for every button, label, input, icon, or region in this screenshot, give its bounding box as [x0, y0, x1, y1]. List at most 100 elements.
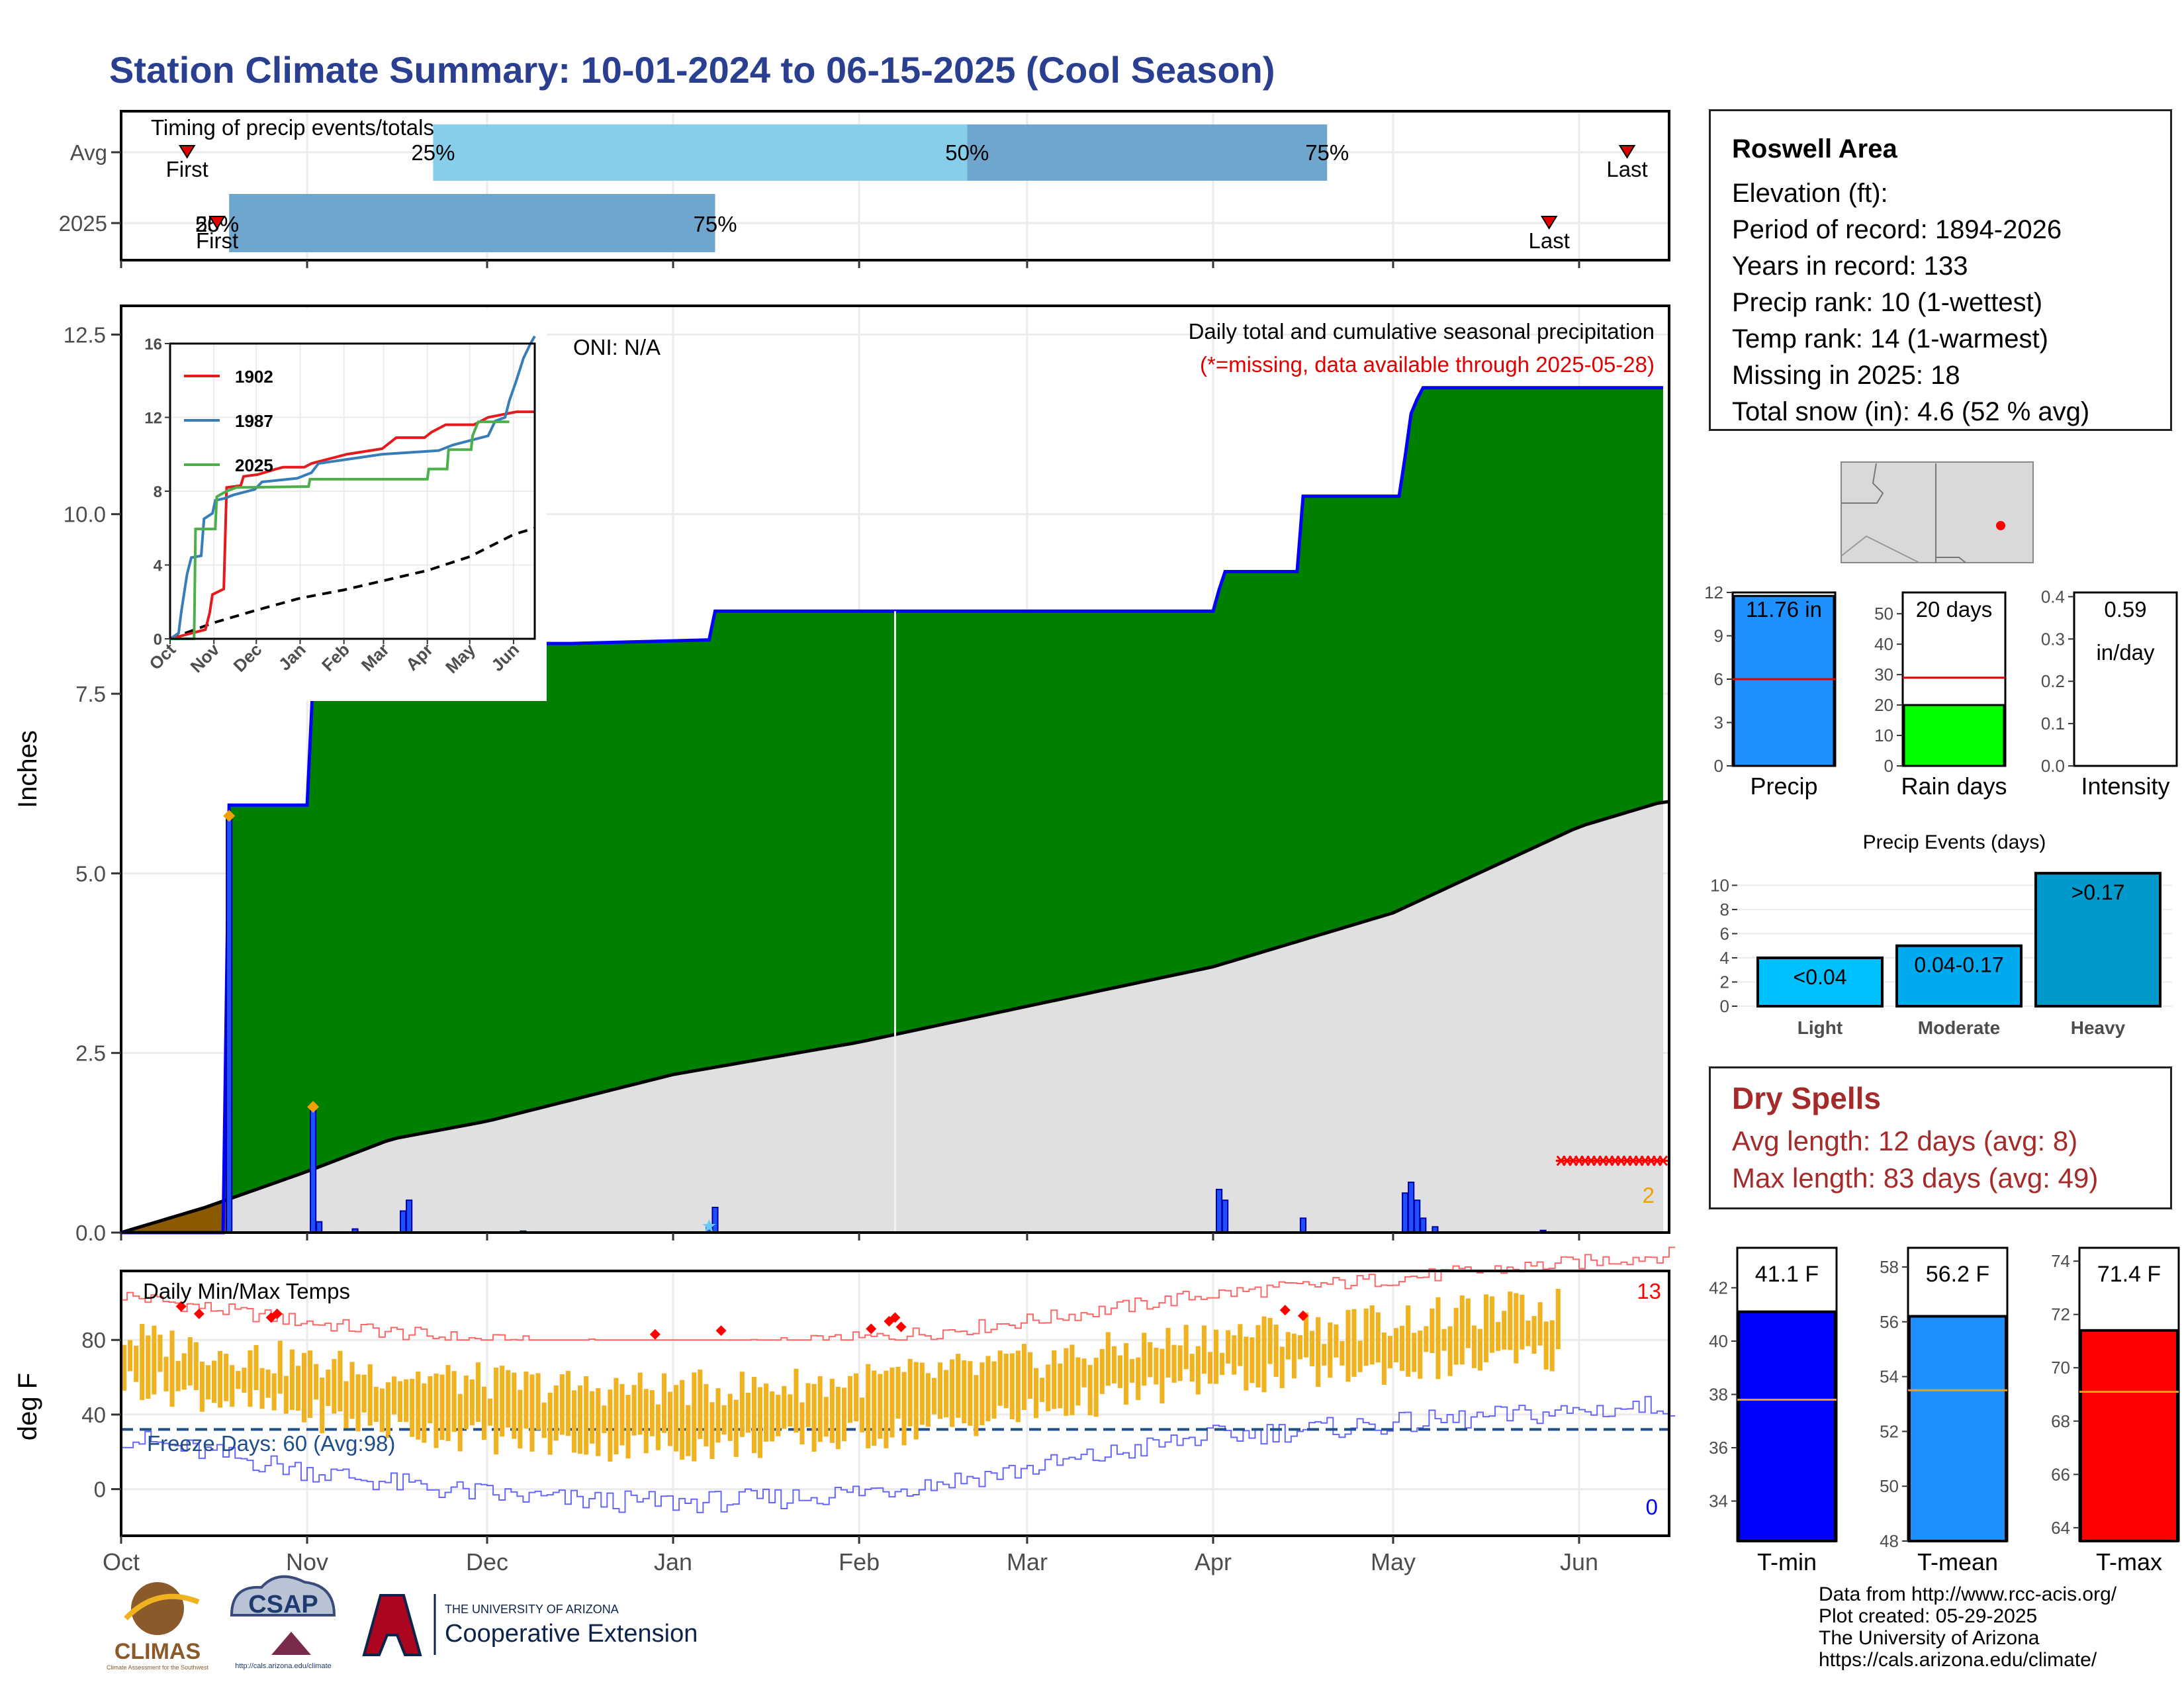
daily-temp-bar	[1040, 1378, 1045, 1403]
daily-temp-bar	[1261, 1316, 1267, 1393]
daily-temp-bar	[236, 1370, 241, 1389]
daily-temp-bar	[1148, 1342, 1153, 1378]
daily-temp-bar	[481, 1386, 487, 1440]
daily-temp-bar	[541, 1402, 547, 1438]
daily-temp-bar	[1099, 1348, 1105, 1394]
credit-line: Plot created: 05-29-2025	[1819, 1605, 2038, 1627]
daily-temp-bar	[1291, 1333, 1297, 1379]
record-high-marker	[175, 1301, 187, 1312]
daily-temp-bar	[1207, 1352, 1212, 1384]
pre-event-deficit-area	[121, 1199, 230, 1233]
credit-line: The University of Arizona	[1819, 1627, 2040, 1649]
summary-y-tick-label: 0.2	[2041, 671, 2065, 691]
daily-temp-bar	[829, 1378, 835, 1443]
daily-temp-bar	[1447, 1326, 1453, 1376]
daily-temp-bar	[253, 1344, 259, 1391]
daily-temp-bar	[1363, 1308, 1369, 1366]
daily-temp-bar	[944, 1370, 949, 1418]
daily-temp-bar	[686, 1405, 691, 1456]
summary-bar	[1903, 704, 2005, 767]
avg-percent-label: 25%	[411, 140, 455, 165]
summary-y-tick-label: 0.4	[2041, 586, 2065, 606]
daily-temp-bar	[596, 1388, 601, 1456]
daily-temp-bar	[655, 1404, 660, 1450]
daily-temp-bar	[1435, 1297, 1441, 1380]
daily-temp-bar	[553, 1385, 559, 1441]
dry-spells-title: Dry Spells	[1732, 1081, 1881, 1115]
summary-y-tick-label: 40	[1874, 634, 1893, 654]
station-missing: Missing in 2025: 18	[1732, 361, 1960, 390]
timing-event-marker	[208, 216, 226, 230]
daily-temp-bar	[469, 1379, 475, 1426]
daily-precip-bar	[1420, 1217, 1427, 1233]
daily-temp-bar	[956, 1354, 961, 1418]
daily-precip-bar	[1402, 1192, 1409, 1233]
daily-temp-bar	[535, 1373, 541, 1430]
daily-temp-bar	[428, 1376, 433, 1424]
daily-precip-bar	[310, 1109, 317, 1234]
precip-summary-bars: 0 3 6 9 12 11.76 in Precip 0 10 20 30 40 50 20 days Ra…	[1704, 583, 2178, 800]
daily-temp-bar	[1136, 1357, 1141, 1401]
csap-logo-text: CSAP	[248, 1591, 318, 1618]
daily-temp-bar	[854, 1373, 859, 1422]
daily-temp-bar	[1322, 1344, 1327, 1366]
daily-temp-bar	[301, 1352, 307, 1423]
daily-temp-bar	[1549, 1320, 1555, 1372]
daily-temp-bar	[1424, 1326, 1429, 1352]
daily-temp-bar	[1441, 1329, 1447, 1351]
month-axis-label: Dec	[466, 1548, 508, 1575]
daily-temp-bar	[199, 1362, 205, 1412]
summary-y-tick-label: 0.1	[2041, 714, 2065, 733]
events-y-tick-label: 8	[1720, 900, 1729, 919]
event-bar-label: >0.17	[2071, 880, 2125, 904]
daily-temp-bar	[1244, 1336, 1249, 1391]
record-high-marker	[1279, 1305, 1291, 1316]
daily-temp-bar	[349, 1362, 355, 1419]
daily-temp-bar	[817, 1376, 823, 1442]
daily-temp-bar	[925, 1373, 931, 1427]
daily-temp-bar	[1052, 1350, 1057, 1409]
missing-count-label: 2	[1643, 1183, 1655, 1207]
event-bar	[1756, 956, 1884, 1008]
events-y-tick-label: 6	[1720, 923, 1729, 943]
daily-temp-bar	[163, 1356, 169, 1391]
dry-spells-avg: Avg length: 12 days (avg: 8)	[1732, 1125, 2078, 1156]
daily-temp-bar	[338, 1350, 343, 1412]
daily-temp-bar	[733, 1399, 739, 1457]
summary-frame	[2073, 591, 2178, 767]
daily-temp-bar	[1477, 1329, 1482, 1371]
daily-temp-bar	[794, 1368, 799, 1433]
daily-temp-bar	[1525, 1321, 1531, 1346]
daily-temp-bar	[776, 1395, 781, 1436]
daily-temp-bar	[1250, 1337, 1255, 1383]
daily-temp-bar	[704, 1383, 709, 1446]
daily-temp-bar	[1430, 1308, 1435, 1353]
station-elevation: Elevation (ft):	[1732, 179, 1888, 208]
daily-temp-bar	[1490, 1296, 1495, 1353]
record-high-line	[121, 1246, 1676, 1341]
month-axis-label: Feb	[839, 1548, 880, 1575]
daily-temp-bar	[140, 1323, 145, 1400]
daily-temp-bar	[1412, 1333, 1417, 1372]
missing-note: (*=missing, data available through 2025-…	[1200, 352, 1655, 377]
daily-temp-bar	[860, 1397, 865, 1432]
dry-spells-max: Max length: 83 days (avg: 49)	[1732, 1162, 2099, 1194]
daily-precip-bar	[1215, 1188, 1223, 1233]
daily-temp-bar	[488, 1398, 493, 1426]
daily-temp-bar	[181, 1353, 187, 1390]
temp-summary-y-tick-label: 68	[2051, 1411, 2070, 1431]
inset-average-line	[169, 526, 535, 640]
temp-summary-value: 41.1 F	[1755, 1262, 1819, 1287]
daily-temp-bar	[997, 1350, 1003, 1406]
daily-temp-bar	[968, 1361, 973, 1426]
daily-temp-bar	[404, 1379, 409, 1423]
event-category-label: Moderate	[1918, 1017, 2000, 1038]
daily-temp-bar	[134, 1345, 139, 1382]
month-axis-label: Jan	[654, 1548, 692, 1575]
daily-temp-bar	[1081, 1358, 1087, 1387]
daily-temp-bar	[602, 1405, 607, 1433]
daily-temp-bar	[631, 1385, 637, 1436]
daily-temp-bar	[1160, 1348, 1165, 1404]
month-axis-label: Nov	[286, 1548, 328, 1575]
event-category-label: Light	[1797, 1017, 1843, 1038]
